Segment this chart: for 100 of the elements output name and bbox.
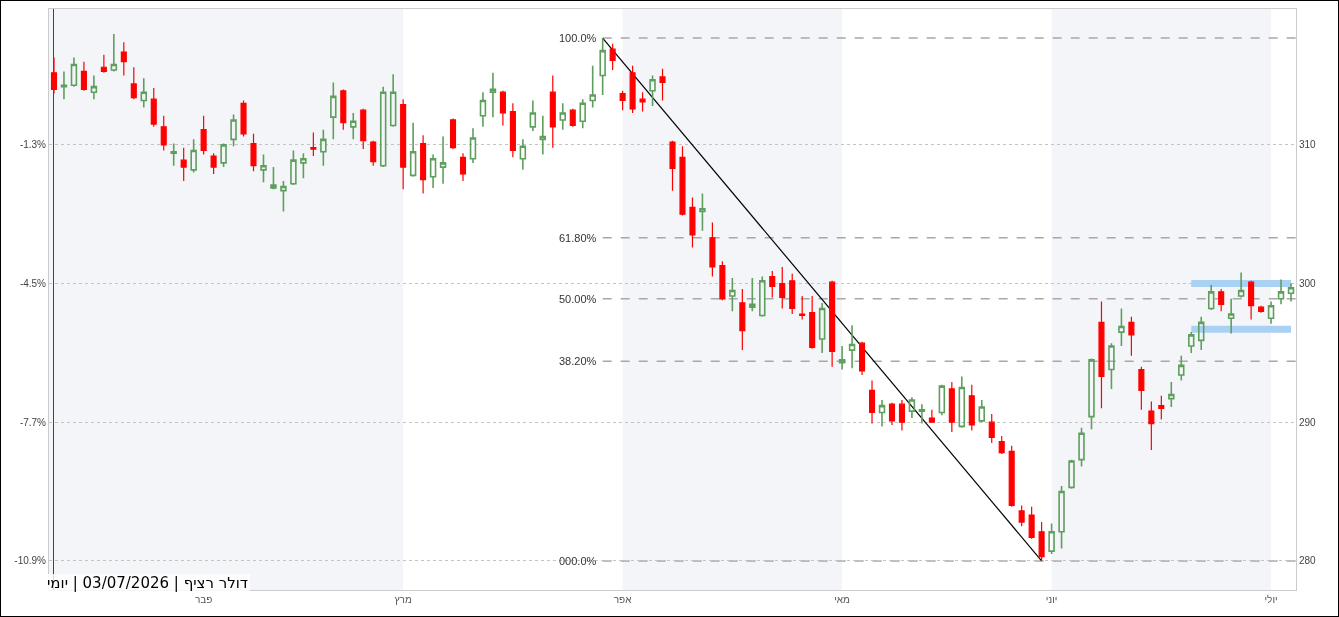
candlestick xyxy=(1088,357,1095,430)
candlestick xyxy=(818,302,826,354)
candlestick xyxy=(1248,280,1255,321)
candlestick xyxy=(669,140,676,192)
candlestick xyxy=(200,115,207,156)
candlestick xyxy=(699,192,706,232)
candlestick xyxy=(579,98,586,130)
candlestick xyxy=(1287,282,1295,303)
candlestick xyxy=(370,140,377,167)
candlestick xyxy=(230,113,237,148)
candlestick xyxy=(1008,445,1015,508)
candlestick xyxy=(689,196,696,249)
candlestick xyxy=(1178,354,1185,382)
candlestick xyxy=(1277,278,1285,306)
candlestick xyxy=(1197,316,1205,351)
candlestick xyxy=(928,409,935,423)
y2-tick-label: -1.3% xyxy=(19,139,47,151)
candlestick xyxy=(1038,521,1045,562)
candlestick xyxy=(799,295,806,321)
candlestick xyxy=(569,108,576,128)
candlestick xyxy=(310,131,317,157)
candlestick xyxy=(779,266,786,310)
candlestick xyxy=(330,81,337,141)
candlestick xyxy=(250,133,257,172)
candlestick xyxy=(659,68,666,102)
candlestick xyxy=(549,74,556,149)
candlestick xyxy=(1108,342,1115,390)
y2-tick-label: -7.7% xyxy=(19,416,47,428)
candlestick xyxy=(898,399,905,432)
candlestick xyxy=(320,128,327,167)
candlestick xyxy=(709,221,716,278)
x-tick-label: אפר xyxy=(613,594,633,605)
y-tick-label: 290 xyxy=(1299,416,1317,428)
candlestick xyxy=(519,138,527,171)
candlestick xyxy=(958,375,966,429)
y2-tick-label: -4.5% xyxy=(19,278,47,290)
candlestick xyxy=(908,396,916,419)
annotation: 50.00% xyxy=(559,293,597,305)
candlestick xyxy=(639,91,646,113)
candlestick xyxy=(100,54,107,74)
candlestick xyxy=(1048,522,1055,555)
x-tick-label: פבר xyxy=(194,594,213,605)
annotation: דולר רציף | 03/07/2026 | יומי xyxy=(45,574,250,592)
candlestick xyxy=(719,260,726,301)
annotation: 38.20% xyxy=(559,355,597,367)
candlestick xyxy=(400,98,407,190)
candlestick xyxy=(479,91,487,128)
candlestick xyxy=(190,138,197,174)
candlestick xyxy=(489,71,497,118)
candlestick xyxy=(848,324,856,369)
candlestick xyxy=(759,275,766,318)
candlestick xyxy=(559,102,567,131)
candlestick xyxy=(629,65,636,114)
candlestick xyxy=(609,43,616,71)
candlestick xyxy=(739,288,746,351)
y-tick-label: 300 xyxy=(1299,278,1317,290)
candlestick xyxy=(988,413,995,444)
candlestick xyxy=(978,399,985,424)
candlestick xyxy=(729,277,736,313)
candlestick xyxy=(619,90,626,111)
candlestick xyxy=(1078,426,1085,468)
y-tick-label: 310 xyxy=(1299,139,1317,151)
candlestick xyxy=(1258,305,1265,314)
candlestick xyxy=(90,74,98,100)
candlestick xyxy=(938,383,946,417)
candlestick xyxy=(389,73,397,128)
candlestick xyxy=(529,99,537,132)
candlestick xyxy=(968,384,975,432)
candlestick xyxy=(180,147,187,182)
candlestick xyxy=(260,153,267,184)
candlestick xyxy=(429,153,437,189)
candlestick xyxy=(1098,300,1105,409)
candlestick xyxy=(1068,458,1075,490)
x-tick-label: יוני xyxy=(1045,594,1058,605)
candlestick xyxy=(70,56,78,88)
candlestick xyxy=(749,277,756,313)
candlestick xyxy=(1028,506,1035,540)
candlestick xyxy=(130,66,137,100)
candlestick xyxy=(120,41,127,77)
candlestick xyxy=(1118,307,1125,347)
candlestick xyxy=(1267,300,1275,325)
candlestick xyxy=(220,142,227,168)
candlestick xyxy=(140,77,148,109)
candlestick xyxy=(649,74,656,107)
candlestick xyxy=(509,102,516,158)
candlestick xyxy=(170,142,177,167)
candlestick xyxy=(499,90,506,127)
candlestick xyxy=(449,117,457,150)
candlestick xyxy=(1018,504,1025,527)
candlestick xyxy=(340,88,347,131)
candlestick xyxy=(888,402,896,426)
candlestick xyxy=(459,152,467,182)
candlestick xyxy=(829,280,836,368)
candlestick xyxy=(859,341,866,376)
annotation: 100.0% xyxy=(559,32,597,44)
annotation: 000.0% xyxy=(559,555,597,567)
candlestick xyxy=(1148,400,1155,451)
candlestick xyxy=(1207,284,1215,311)
candlestick xyxy=(360,108,367,150)
x-tick-label: מאי xyxy=(834,594,851,605)
